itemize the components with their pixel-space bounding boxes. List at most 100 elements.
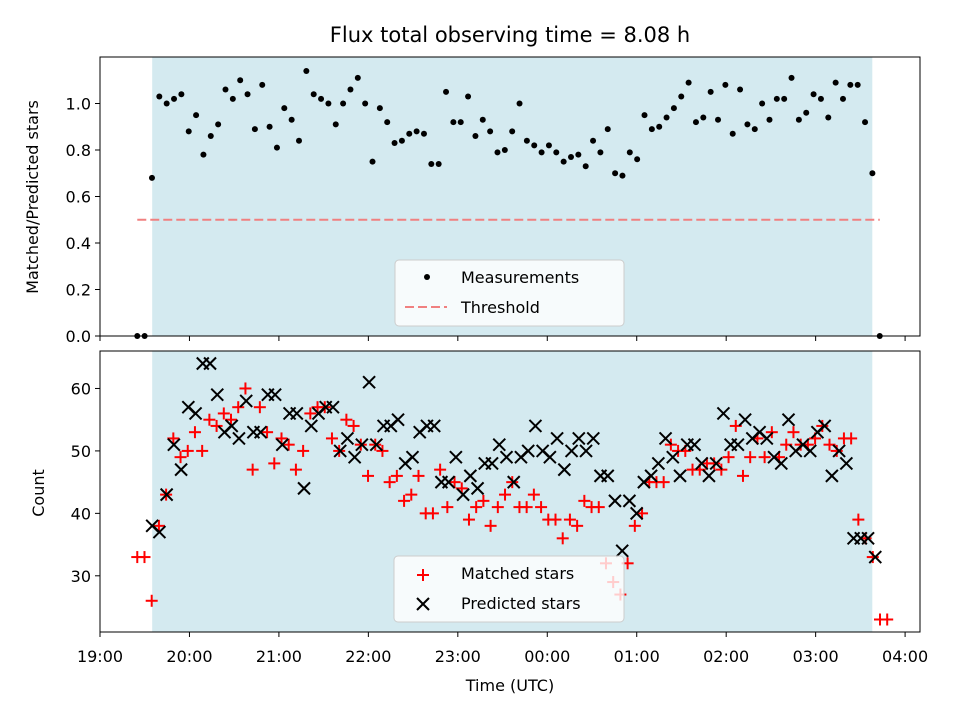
matched-star-marker [297,444,310,457]
measurement-point [553,149,560,156]
measurement-point [729,130,736,137]
measurement-point [465,93,472,100]
predicted-star-marker [210,388,224,402]
predicted-star-marker [297,481,311,496]
measurement-point [222,86,229,93]
matched-star-marker [225,413,238,426]
predicted-star-marker [731,437,745,452]
measurement-point [273,144,280,151]
y-tick-label: 40 [71,504,91,523]
top-y-axis-label: Matched/Predicted stars [23,100,42,294]
measurement-point [295,137,302,144]
predicted-star-marker [304,419,318,433]
matched-star-marker [152,519,165,532]
predicted-star-marker [658,431,673,446]
measurement-point [626,149,633,156]
measurement-point [590,137,597,144]
measurement-point [692,119,699,126]
predicted-star-marker [449,450,463,464]
matched-star-marker [520,501,533,514]
x-tick-label: 20:00 [166,647,212,666]
predicted-star-marker [203,356,217,371]
measurement-point [384,119,391,126]
matched-star-marker [535,501,548,514]
measurement-point [663,114,670,121]
matched-star-marker [181,444,194,457]
predicted-star-marker [586,431,600,446]
measurement-point [332,121,339,128]
measurement-point [781,95,788,102]
measurement-point [354,74,361,81]
predicted-star-marker [507,475,521,489]
predicted-star-marker [817,419,832,433]
matched-star-marker [398,494,411,507]
matched-star-marker [145,594,158,607]
predicted-star-marker [333,444,347,458]
measurement-point [582,163,589,170]
measurement-point [531,142,538,149]
predicted-star-marker [239,394,253,408]
x-tick-label: 21:00 [256,647,302,666]
measurement-point [288,116,295,123]
matched-star-marker [188,426,201,439]
predicted-star-marker [644,469,658,483]
matched-star-marker [881,613,894,626]
measurement-point [538,149,545,156]
measurement-point [854,81,861,88]
predicted-star-marker [275,437,290,452]
predicted-star-marker [651,456,666,471]
predicted-star-marker [673,469,687,483]
predicted-star-marker [456,487,470,502]
matched-star-marker [578,494,591,507]
matched-star-marker [470,501,483,514]
predicted-star-marker [629,506,644,521]
predicted-star-marker [825,469,839,483]
measurement-point [193,112,200,119]
chart-title: Flux total observing time = 8.08 h [330,23,690,47]
measurement-point [472,133,479,140]
matched-star-marker [325,432,338,445]
y-tick-label: 0.4 [66,234,91,253]
matched-star-marker [376,444,389,457]
legend-measurements-marker [424,274,430,280]
legend-predicted-marker [416,597,430,611]
predicted-star-marker [702,469,716,483]
measurement-point [435,160,442,167]
measurement-point [670,105,677,112]
predicted-star-marker [232,431,246,446]
matched-star-marker [232,401,245,414]
measurement-point [722,81,729,88]
measurement-point [619,172,626,179]
predicted-star-marker [268,388,282,402]
predicted-star-marker [492,437,506,452]
matched-star-marker [405,488,418,501]
predicted-star-marker [391,412,405,427]
matched-star-marker [196,444,209,457]
bottom-axes-frame [99,350,921,633]
measurement-point [678,93,685,100]
measurement-point [178,91,185,98]
top-legend: Measurements Threshold [394,259,625,327]
x-axis-label: Time (UTC) [465,676,554,695]
y-tick-label: 0.8 [66,141,91,160]
measurement-point [825,114,832,121]
measurement-point [406,130,413,137]
measurement-point [362,100,369,107]
measurement-point [862,119,869,126]
predicted-star-marker [167,437,181,452]
measurement-point [788,74,795,81]
matched-star-marker [499,488,512,501]
matched-star-marker [347,419,360,432]
measurement-point [641,112,648,119]
predicted-star-marker [405,450,420,464]
matched-star-marker [441,501,454,514]
measurement-point [340,100,347,107]
y-tick-label: 60 [71,379,91,398]
matched-star-marker [592,501,605,514]
matched-star-marker [462,513,475,526]
predicted-star-marker [499,450,514,464]
predicted-star-marker [225,419,239,433]
measurement-point [376,105,383,112]
matched-star-marker [527,488,540,501]
